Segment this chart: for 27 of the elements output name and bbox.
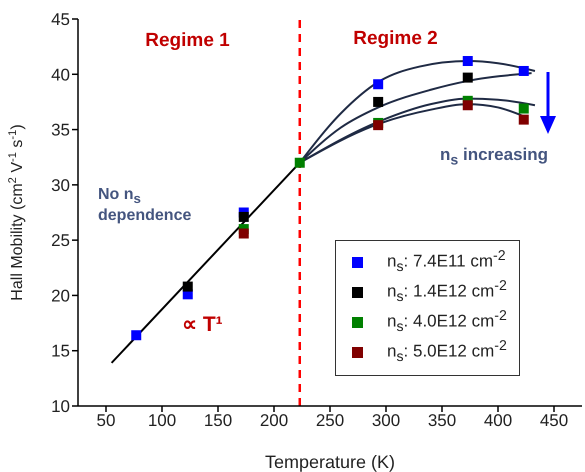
x-tick-label: 450 [540, 411, 568, 430]
x-tick-label: 350 [428, 411, 456, 430]
legend-label: n$_{s}$: 7.4E11 cm$^{-2}$ [387, 248, 506, 276]
annotation: n$_{s}$ increasing [440, 145, 550, 169]
y-tick-label: 30 [51, 176, 70, 195]
legend-label: n$_{s}$: 5.0E12 cm$^{-2}$ [387, 338, 507, 366]
x-tick-label: 250 [316, 411, 344, 430]
x-tick-label: 200 [260, 411, 288, 430]
x-tick-label: 150 [204, 411, 232, 430]
y-tick-label: 15 [51, 342, 70, 361]
y-tick-label: 45 [51, 10, 70, 30]
y-tick-label: 10 [51, 397, 70, 416]
y-tick-label: 20 [51, 286, 70, 306]
x-tick-label: 100 [148, 411, 176, 430]
annotation: No n$_{s}$ dependence [98, 186, 192, 225]
legend-label: n$_{s}$: 1.4E12 cm$^{-2}$ [387, 278, 507, 306]
annotation: Regime 2 [352, 28, 439, 50]
x-tick-label: 300 [372, 411, 400, 430]
y-tick-label: 35 [51, 120, 70, 140]
y-tick-label: 40 [51, 65, 70, 84]
x-axis-title: Temperature (K) [264, 452, 396, 472]
annotation: Regime 1 [144, 30, 231, 52]
x-tick-label: 400 [484, 411, 512, 430]
legend-label: n$_{s}$: 4.0E12 cm$^{-2}$ [387, 308, 507, 336]
annotation: ∝ T¹ [182, 313, 224, 338]
y-tick-label: 25 [51, 231, 70, 250]
x-tick-label: 50 [96, 411, 116, 430]
